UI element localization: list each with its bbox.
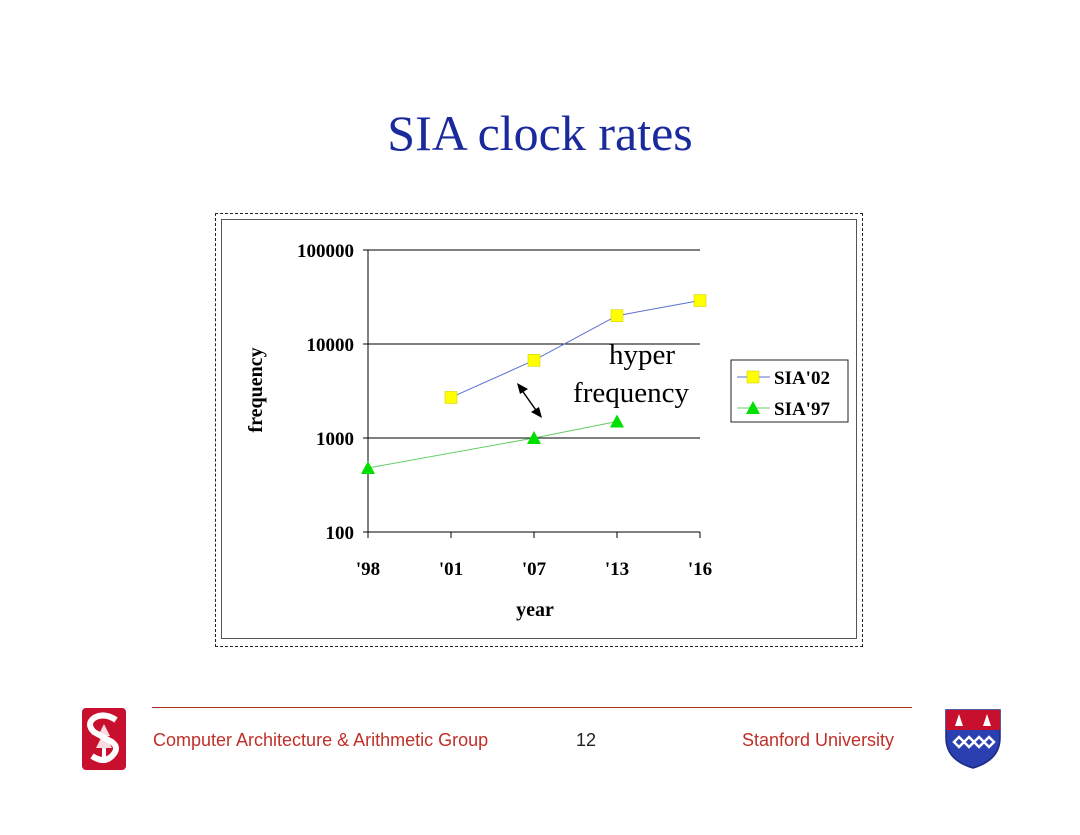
- y-tick-label: 100000: [297, 241, 354, 262]
- footer-group-name: Computer Architecture & Arithmetic Group: [153, 730, 489, 750]
- data-point-series-0: [693, 294, 707, 307]
- series-line-0: [450, 300, 701, 398]
- series-line-1: [367, 420, 618, 469]
- data-point-series-0: [610, 309, 624, 322]
- annotation-hyper: hyper: [609, 339, 675, 371]
- legend-label: SIA'02: [774, 368, 830, 389]
- x-tick-label: '98: [356, 559, 380, 580]
- chart-outer-frame: [215, 213, 863, 647]
- legend-label: SIA'97: [774, 399, 830, 420]
- legend: SIA'02 SIA'97: [730, 359, 849, 423]
- annotation-frequency: frequency: [573, 377, 689, 409]
- double-arrow-icon: [517, 383, 542, 418]
- data-point-series-0: [444, 391, 458, 404]
- y-tick-label: 10000: [307, 335, 355, 356]
- chart-area-border: [221, 219, 857, 639]
- y-axis-label: frequency: [245, 347, 267, 432]
- x-tick-label: '16: [688, 559, 712, 580]
- data-point-series-1: [610, 414, 624, 428]
- y-tick-label: 1000: [316, 429, 354, 450]
- page-number: 12: [576, 730, 597, 750]
- stanford-shield-logo-icon: [945, 709, 1001, 769]
- data-point-series-1: [527, 431, 541, 444]
- x-tick-label: '13: [605, 559, 629, 580]
- data-point-series-0: [527, 354, 541, 367]
- stanford-s-logo-icon: [82, 708, 126, 770]
- x-tick-label: '07: [522, 559, 547, 580]
- footer-divider: [152, 707, 912, 708]
- legend-marker: [746, 401, 760, 414]
- slide-title: SIA clock rates: [387, 105, 693, 161]
- x-tick-label: '01: [439, 559, 463, 580]
- legend-marker: [746, 370, 760, 384]
- x-axis-label: year: [516, 599, 554, 621]
- y-tick-label: 100: [326, 523, 355, 544]
- data-point-series-1: [361, 460, 375, 474]
- footer-university: Stanford University: [742, 730, 895, 750]
